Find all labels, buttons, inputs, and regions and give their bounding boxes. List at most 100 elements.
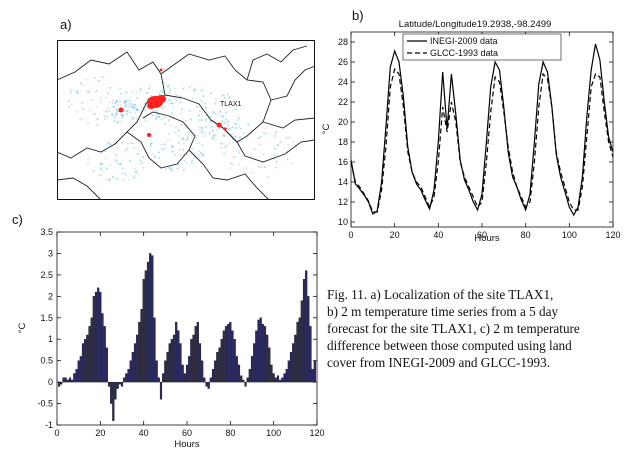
difference-bar: [305, 270, 308, 383]
vegetation-speck: [285, 150, 288, 152]
vegetation-speck: [100, 100, 103, 102]
vegetation-speck: [121, 167, 124, 170]
vegetation-speck: [134, 112, 137, 114]
vegetation-speck: [124, 109, 126, 112]
vegetation-speck: [215, 98, 217, 101]
vegetation-speck: [119, 101, 121, 103]
difference-bar: [149, 253, 152, 383]
vegetation-speck: [127, 105, 129, 107]
difference-bar: [116, 381, 119, 389]
difference-bar: [66, 379, 69, 383]
vegetation-speck: [79, 118, 81, 121]
vegetation-speck: [162, 81, 165, 84]
vegetation-speck: [202, 154, 205, 157]
chart-c-ytick-label: -0.5: [37, 399, 53, 409]
difference-bar: [155, 360, 158, 383]
difference-bar: [123, 377, 126, 383]
vegetation-speck: [275, 131, 277, 134]
vegetation-speck: [68, 106, 70, 109]
vegetation-speck: [118, 178, 121, 181]
chart-c-ytick-label: 0: [48, 377, 53, 387]
vegetation-speck: [116, 110, 119, 112]
difference-bar: [255, 330, 258, 383]
vegetation-speck: [249, 172, 252, 174]
vegetation-speck: [161, 89, 164, 91]
vegetation-speck: [117, 110, 120, 113]
difference-bar: [261, 324, 264, 383]
vegetation-speck: [237, 119, 239, 122]
vegetation-speck: [198, 150, 201, 152]
vegetation-speck: [249, 155, 252, 157]
vegetation-speck: [82, 108, 84, 110]
vegetation-speck: [213, 112, 216, 115]
vegetation-speck: [292, 140, 295, 143]
vegetation-speck: [227, 122, 229, 125]
difference-bar: [162, 373, 165, 383]
vegetation-speck: [258, 165, 261, 168]
vegetation-speck: [208, 132, 211, 135]
vegetation-speck: [121, 141, 124, 144]
vegetation-speck: [260, 136, 262, 138]
difference-bar: [151, 255, 154, 383]
vegetation-speck: [150, 95, 153, 97]
vegetation-speck: [140, 88, 142, 90]
difference-bar: [222, 330, 225, 383]
vegetation-speck: [129, 160, 131, 162]
vegetation-speck: [128, 102, 131, 105]
chart-b-xlabel: Hours: [474, 233, 500, 244]
caption-line: cover from INEGI-2009 and GLCC-1993.: [327, 355, 551, 370]
vegetation-speck: [129, 105, 132, 107]
vegetation-speck: [193, 89, 195, 92]
difference-bar: [272, 373, 275, 383]
vegetation-speck: [212, 136, 214, 138]
vegetation-speck: [162, 107, 165, 109]
difference-bar: [92, 296, 95, 383]
vegetation-speck: [179, 97, 181, 100]
legend-glcc-label: GLCC-1993 data: [430, 48, 498, 58]
vegetation-speck: [190, 118, 192, 121]
vegetation-speck: [158, 115, 160, 118]
vegetation-speck: [106, 110, 109, 112]
vegetation-speck: [186, 136, 189, 139]
vegetation-speck: [201, 129, 204, 131]
vegetation-speck: [168, 132, 170, 135]
vegetation-speck: [89, 88, 92, 91]
vegetation-speck: [106, 91, 109, 93]
vegetation-speck: [212, 134, 215, 137]
vegetation-speck: [144, 117, 146, 120]
vegetation-speck: [214, 138, 217, 141]
difference-bar: [183, 373, 186, 383]
vegetation-speck: [160, 94, 162, 96]
vegetation-speck: [98, 80, 100, 82]
difference-bar: [287, 360, 290, 383]
vegetation-speck: [186, 153, 188, 156]
vegetation-speck: [120, 112, 123, 115]
vegetation-speck: [169, 139, 171, 141]
difference-bar: [73, 373, 76, 383]
vegetation-speck: [133, 105, 136, 108]
vegetation-speck: [106, 179, 109, 181]
vegetation-speck: [227, 120, 229, 123]
vegetation-speck: [155, 118, 157, 120]
difference-bar: [268, 347, 271, 383]
temperature-timeseries-chart: Latitude/Longitude19.2938,-98.2499 10 12 1…: [321, 19, 621, 244]
vegetation-speck: [115, 153, 118, 156]
vegetation-speck: [106, 141, 109, 144]
vegetation-speck: [135, 108, 137, 111]
vegetation-speck: [264, 127, 267, 130]
chart-b-ytick-label: 16: [338, 157, 348, 167]
vegetation-speck: [209, 116, 212, 118]
chart-c-ytick-label: 2: [48, 291, 53, 301]
difference-bar: [294, 334, 297, 383]
vegetation-speck: [223, 94, 225, 96]
vegetation-speck: [136, 97, 138, 99]
difference-bar: [177, 330, 180, 383]
vegetation-speck: [116, 108, 118, 111]
vegetation-speck: [119, 87, 121, 90]
vegetation-speck: [98, 174, 100, 176]
difference-bar: [220, 339, 223, 383]
vegetation-speck: [200, 152, 202, 154]
vegetation-speck: [183, 169, 185, 171]
vegetation-speck: [120, 114, 122, 117]
vegetation-speck: [169, 87, 171, 90]
